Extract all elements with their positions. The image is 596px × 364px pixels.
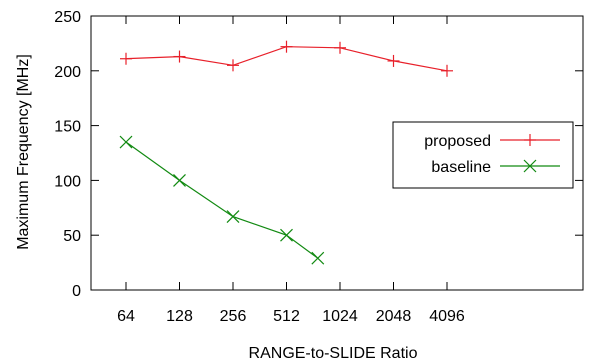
y-tick-label: 200 [54,64,81,81]
y-tick-label: 0 [72,283,81,300]
x-tick-label: 4096 [429,308,465,325]
x-tick-label: 64 [117,308,135,325]
x-tick-label: 128 [166,308,193,325]
series-line-baseline [126,142,318,258]
y-tick-label: 250 [54,9,81,26]
legend: proposed baseline [393,122,573,188]
y-tick-label: 50 [63,228,81,245]
y-axis-title: Maximum Frequency [MHz] [15,54,32,250]
legend-box [393,122,573,188]
legend-label-baseline: baseline [431,159,491,176]
x-tick-label: 512 [273,308,300,325]
y-tick-label: 100 [54,173,81,190]
y-tick-label: 150 [54,119,81,136]
x-tick-label: 2048 [376,308,412,325]
x-tick-label: 1024 [322,308,358,325]
x-tick-label: 256 [220,308,247,325]
x-axis-title: RANGE-to-SLIDE Ratio [249,345,418,362]
legend-label-proposed: proposed [424,133,491,150]
